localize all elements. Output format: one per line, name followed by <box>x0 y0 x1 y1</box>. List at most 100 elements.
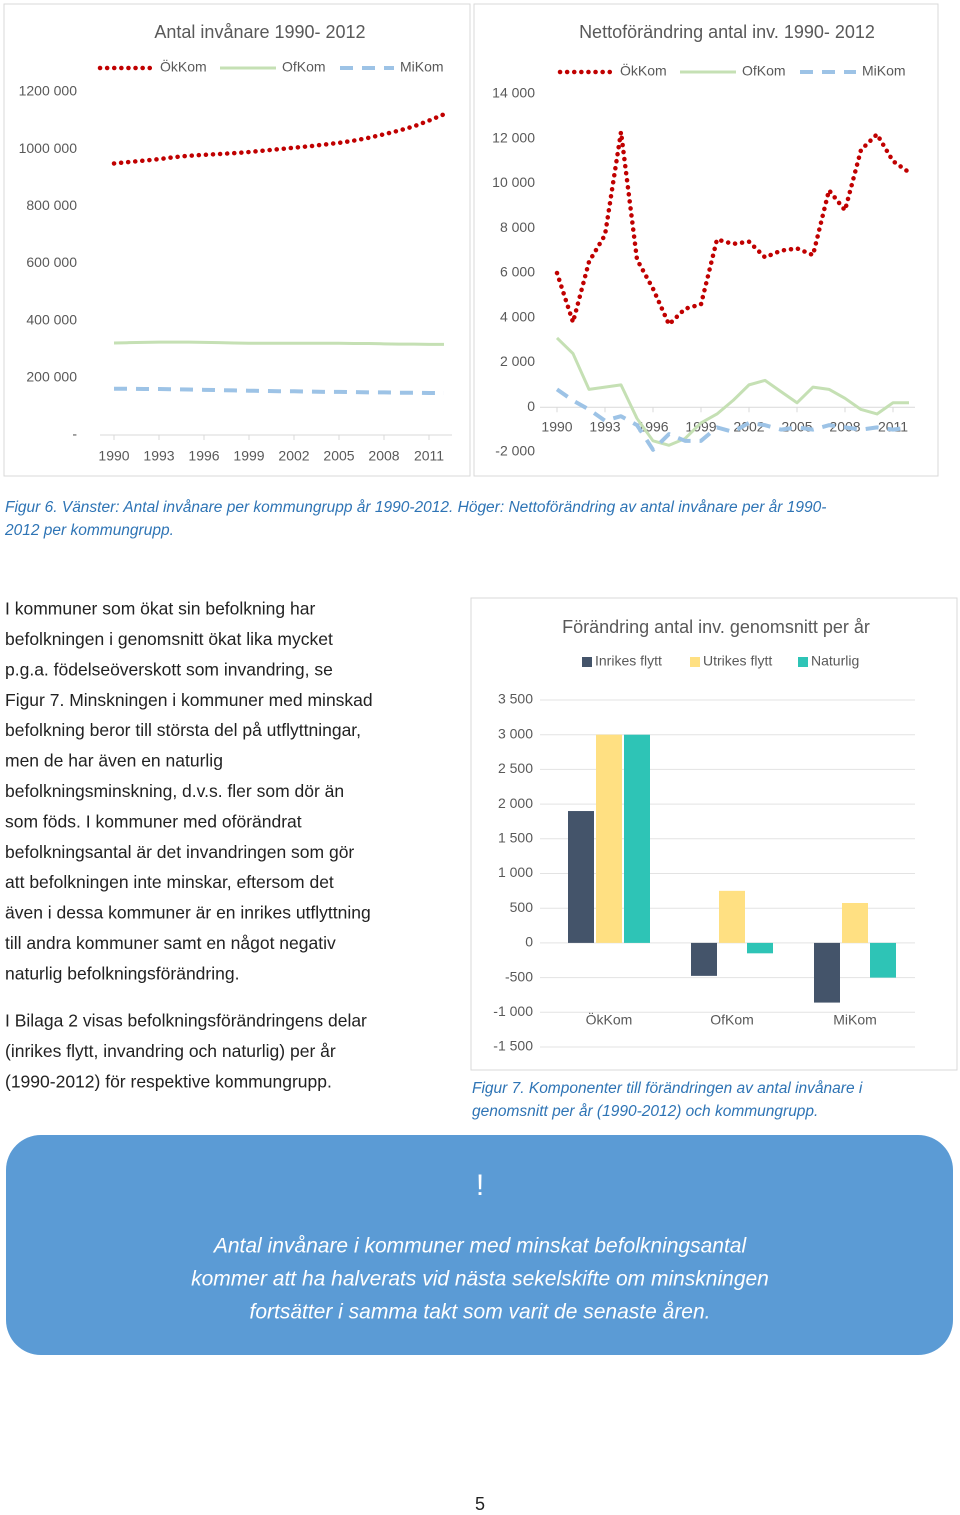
bar <box>870 942 896 978</box>
y-tick-label: 4 000 <box>500 308 535 324</box>
bar <box>691 942 717 976</box>
chart-frame <box>470 597 958 1071</box>
y-tick-label: 3 500 <box>498 691 533 707</box>
legend-label: Utrikes flytt <box>703 653 772 669</box>
y-tick-label: -2 000 <box>495 443 535 459</box>
paragraph-line: som föds. I kommuner med oförändrat <box>5 811 302 831</box>
x-tick-label: 2008 <box>368 448 399 464</box>
x-tick-label: 2011 <box>414 448 444 464</box>
paragraph-line: befolkning beror till största del på utf… <box>5 720 361 740</box>
paragraph-line: att befolkningen inte minskar, eftersom … <box>5 872 334 892</box>
chart-title: Nettoförändring antal inv. 1990- 2012 <box>579 22 875 42</box>
legend-label: OfKom <box>742 63 786 79</box>
series-line <box>111 112 447 166</box>
caption: Figur 7. Komponenter till förändringen a… <box>472 1080 863 1097</box>
legend-label: OfKom <box>282 59 326 75</box>
y-tick-label: 1200 000 <box>19 83 78 99</box>
paragraph-line: I kommuner som ökat sin befolkning har <box>5 599 315 619</box>
chart-title: Förändring antal inv. genomsnitt per år <box>562 617 870 637</box>
y-tick-label: 200 000 <box>26 369 77 385</box>
x-tick-label: 1996 <box>188 448 219 464</box>
x-tick-label: 1993 <box>143 448 174 464</box>
bar <box>596 734 622 943</box>
paragraph-line: även i dessa kommuner är en inrikes utfl… <box>5 903 371 923</box>
x-tick-label: 2002 <box>278 448 309 464</box>
series-line <box>114 386 444 395</box>
y-tick-label: 2 500 <box>498 760 533 776</box>
y-tick-label: 500 <box>510 899 534 915</box>
y-tick-label: 0 <box>525 934 533 950</box>
legend-label: MiKom <box>862 63 906 79</box>
y-tick-label: -1 000 <box>493 1003 533 1019</box>
chart-frame <box>3 3 471 477</box>
y-tick-label: 8 000 <box>500 219 535 235</box>
paragraph-line: till andra kommuner samt en något negati… <box>5 933 336 953</box>
y-tick-label: 800 000 <box>26 197 77 213</box>
legend-label: MiKom <box>400 59 444 75</box>
bar <box>719 890 745 943</box>
y-tick-label: 400 000 <box>26 311 77 327</box>
x-tick-label: 1993 <box>589 419 620 435</box>
bar <box>568 811 594 943</box>
series-line <box>113 340 444 346</box>
y-tick-label: 600 000 <box>26 254 77 270</box>
y-tick-label: -1 500 <box>493 1038 533 1054</box>
legend-swatch <box>798 657 808 667</box>
y-tick-label: 2 000 <box>498 795 533 811</box>
x-tick-label: 1990 <box>541 419 572 435</box>
x-tick-label: 1999 <box>233 448 264 464</box>
y-tick-label: -500 <box>505 968 533 984</box>
paragraph-line: Figur 7. Minskningen i kommuner med mins… <box>5 690 373 710</box>
series-line <box>555 336 909 447</box>
bar <box>747 942 773 954</box>
caption: 2012 per kommungrupp. <box>4 522 174 539</box>
x-tick-label: 2002 <box>733 419 764 435</box>
bar <box>814 942 840 1003</box>
legend-label: Inrikes flytt <box>595 653 662 669</box>
callout-box <box>6 1135 953 1355</box>
series-line <box>555 387 910 452</box>
chart-title: Antal invånare 1990- 2012 <box>154 22 365 42</box>
y-tick-label: 10 000 <box>492 174 535 190</box>
y-tick-label: 1 000 <box>498 864 533 880</box>
paragraph-line: befolkningsminskning, d.v.s. fler som dö… <box>5 781 344 801</box>
callout-text: kommer att ha halverats vid nästa sekels… <box>191 1268 769 1291</box>
paragraph-line: befolkningen i genomsnitt ökat lika myck… <box>5 629 333 649</box>
y-tick-label: 1000 000 <box>19 140 78 156</box>
y-tick-label: 0 <box>527 398 535 414</box>
x-tick-label: OfKom <box>710 1012 754 1028</box>
bar <box>842 902 868 943</box>
x-tick-label: 2005 <box>781 419 812 435</box>
paragraph-line: p.g.a. födelseöverskott som invandring, … <box>5 659 333 679</box>
y-tick-label: - <box>72 426 77 442</box>
x-tick-label: ÖkKom <box>586 1011 633 1028</box>
legend-label: ÖkKom <box>620 62 667 79</box>
x-tick-label: MiKom <box>833 1012 877 1028</box>
callout-icon: ! <box>476 1169 484 1202</box>
y-tick-label: 2 000 <box>500 353 535 369</box>
paragraph-line: befolkningsantal är det invandringen som… <box>5 842 354 862</box>
y-tick-label: 3 000 <box>498 725 533 741</box>
y-tick-label: 1 500 <box>498 830 533 846</box>
legend-swatch <box>690 657 700 667</box>
paragraph-line: (1990-2012) för respektive kommungrupp. <box>5 1071 332 1091</box>
caption: genomsnitt per år (1990-2012) och kommun… <box>472 1103 818 1120</box>
series-line <box>554 129 912 327</box>
chart-frame <box>473 3 939 477</box>
y-tick-label: 6 000 <box>500 264 535 280</box>
callout-text: fortsätter i samma takt som varit de sen… <box>249 1301 710 1324</box>
legend-label: Naturlig <box>811 653 859 669</box>
callout-text: Antal invånare i kommuner med minskat be… <box>212 1235 748 1258</box>
x-tick-label: 2011 <box>878 419 908 435</box>
x-tick-label: 1990 <box>98 448 129 464</box>
legend-swatch <box>582 657 592 667</box>
page-number: 5 <box>475 1494 485 1514</box>
bar <box>624 734 650 943</box>
paragraph-line: naturlig befolkningsförändring. <box>5 963 239 983</box>
caption: Figur 6. Vänster: Antal invånare per kom… <box>5 499 826 516</box>
paragraph-line: men de har även en naturlig <box>5 751 223 771</box>
y-tick-label: 14 000 <box>492 85 535 101</box>
x-tick-label: 2005 <box>323 448 354 464</box>
paragraph-line: I Bilaga 2 visas befolkningsförändringen… <box>5 1011 367 1031</box>
